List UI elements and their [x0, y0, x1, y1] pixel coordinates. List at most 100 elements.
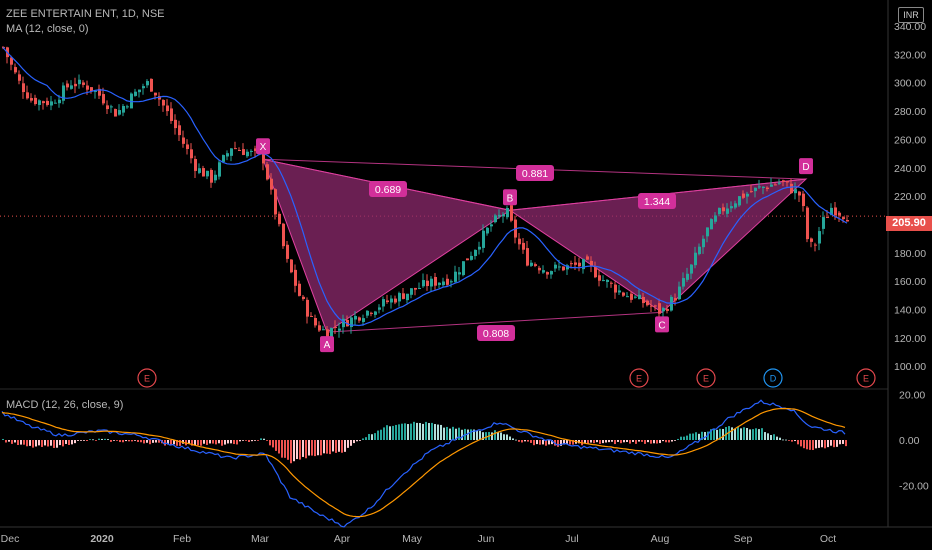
- macd-histogram-bar: [701, 431, 703, 440]
- candle-body: [546, 272, 549, 275]
- candle-body: [214, 174, 217, 181]
- macd-histogram-bar: [611, 440, 613, 442]
- candle-body: [18, 74, 21, 81]
- candle-body: [534, 264, 537, 266]
- macd-histogram-bar: [251, 440, 253, 442]
- macd-histogram-bar: [47, 440, 49, 447]
- macd-histogram-bar: [104, 438, 106, 440]
- macd-histogram-bar: [746, 428, 748, 440]
- signal-line: [1, 407, 846, 518]
- macd-histogram-bar: [134, 440, 136, 441]
- macd-histogram-bar: [290, 440, 292, 464]
- macd-histogram-bar: [818, 440, 820, 448]
- candle-body: [82, 82, 85, 85]
- candle-body: [650, 305, 653, 307]
- macd-histogram-bar: [74, 440, 76, 444]
- macd-histogram-bar: [344, 440, 346, 452]
- current-price-label: 205.90: [886, 216, 932, 231]
- candle-body: [158, 96, 161, 100]
- pattern-line: [326, 311, 663, 333]
- macd-histogram-bar: [614, 440, 616, 445]
- macd-histogram-bar: [563, 440, 565, 445]
- macd-histogram-bar: [179, 440, 181, 446]
- candle-body: [350, 317, 353, 328]
- macd-histogram-bar: [2, 438, 4, 440]
- currency-badge[interactable]: INR: [898, 7, 924, 23]
- macd-histogram-bar: [626, 440, 628, 442]
- macd-histogram-bar: [332, 440, 334, 452]
- macd-histogram-bar: [275, 440, 277, 451]
- macd-histogram-bar: [722, 428, 724, 440]
- candle-body: [274, 189, 277, 215]
- candle-body: [634, 296, 637, 298]
- candle-body: [138, 89, 141, 93]
- macd-histogram-bar: [254, 440, 256, 441]
- macd-histogram-bar: [497, 432, 499, 440]
- macd-histogram-bar: [653, 440, 655, 444]
- candle-body: [602, 280, 605, 282]
- candle-body: [510, 205, 513, 221]
- macd-histogram-bar: [548, 440, 550, 445]
- candle-body: [778, 182, 781, 184]
- candle-body: [562, 266, 565, 271]
- macd-histogram-bar: [107, 439, 109, 440]
- macd-histogram-bar: [224, 440, 226, 445]
- macd-histogram-bar: [821, 440, 823, 448]
- ratio-label-box: [369, 181, 407, 197]
- macd-histogram-bar: [38, 440, 40, 446]
- macd-histogram-bar: [740, 428, 742, 440]
- macd-histogram-bar: [587, 440, 589, 444]
- macd-histogram-bar: [647, 440, 649, 443]
- candle-body: [662, 308, 665, 312]
- macd-histogram-bar: [479, 430, 481, 440]
- candle-body: [234, 148, 237, 150]
- macd-histogram-bar: [689, 433, 691, 440]
- candle-body: [222, 155, 225, 162]
- candle-body: [366, 310, 369, 316]
- candle-body: [442, 281, 445, 286]
- candle-body: [346, 319, 349, 327]
- macd-histogram-bar: [230, 440, 232, 444]
- candle-body: [538, 267, 541, 271]
- macd-histogram-bar: [26, 440, 28, 447]
- macd-histogram-bar: [503, 434, 505, 440]
- macd-histogram-bar: [665, 440, 667, 443]
- candle-body: [438, 282, 441, 285]
- candle-body: [842, 217, 845, 220]
- macd-line: [1, 399, 846, 528]
- macd-histogram-bar: [839, 440, 841, 445]
- point-label-d: D: [802, 162, 809, 173]
- candle-body: [570, 263, 573, 265]
- macd-histogram-bar: [416, 422, 418, 440]
- macd-histogram-bar: [347, 440, 349, 448]
- macd-histogram-bar: [566, 440, 568, 444]
- macd-histogram-bar: [116, 440, 118, 441]
- macd-histogram-bar: [92, 439, 94, 441]
- macd-histogram-bar: [20, 440, 22, 445]
- candle-body: [450, 281, 453, 283]
- time-label: Jun: [478, 533, 495, 545]
- macd-histogram-bar: [761, 428, 763, 440]
- candle-body: [426, 280, 429, 287]
- macd-histogram-bar: [812, 440, 814, 451]
- point-label-a: A: [324, 340, 331, 351]
- macd-histogram-bar: [350, 440, 352, 446]
- macd-histogram-bar: [788, 440, 790, 441]
- candle-body: [402, 293, 405, 299]
- candle-body: [750, 191, 753, 193]
- macd-histogram-bar: [206, 440, 208, 445]
- macd-histogram-bar: [674, 440, 676, 441]
- macd-histogram-bar: [455, 428, 457, 440]
- macd-histogram-bar: [704, 432, 706, 440]
- candle-body: [626, 296, 629, 298]
- candle-body: [542, 270, 545, 273]
- macd-histogram-bar: [560, 440, 562, 446]
- candle-body: [410, 288, 413, 295]
- macd-histogram-bar: [281, 440, 283, 458]
- macd-histogram-bar: [392, 425, 394, 440]
- macd-histogram-bar: [542, 440, 544, 445]
- candle-body: [98, 88, 101, 96]
- candle-body: [294, 269, 297, 286]
- candle-body: [706, 227, 709, 237]
